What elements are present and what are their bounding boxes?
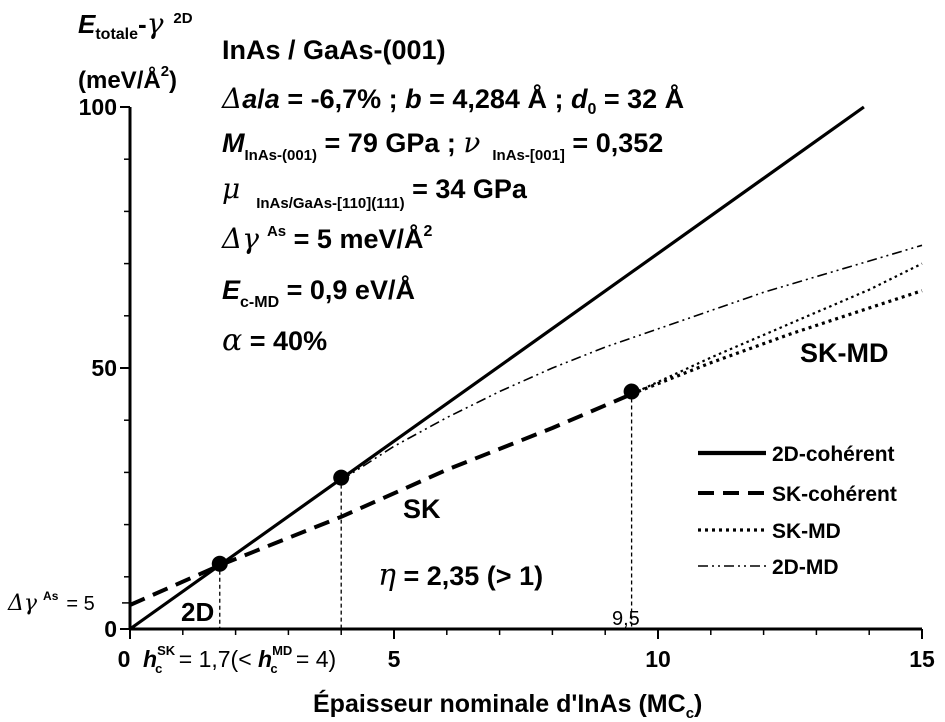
x-axis-label: Épaisseur nominale d'InAs (MCc) [313,689,702,722]
y-unit-end: ) [169,67,177,94]
legend-label: SK-cohérent [772,483,897,506]
series-line [129,392,633,607]
series-line [340,244,923,481]
y-extra-sup: As [43,589,59,603]
x-tick-label: 0 [118,646,131,672]
data-marker [211,555,228,572]
y-tick-label: 100 [79,94,117,120]
y-extra-gamma: Δγ [7,591,38,616]
series-line [631,289,923,396]
info-line3: MInAs-(001) = 79 GPa ; ν InAs-[001] = 0,3… [222,126,663,164]
annotation-eta: η = 2,35 (> 1) [378,558,543,593]
data-marker [623,383,640,400]
y-axis-label-line2: (meV/Å2) [78,63,177,94]
series-line [129,105,865,631]
y-label-E: E [78,9,96,39]
info-line6: Ec-MD = 0,9 eV/Å [222,274,415,311]
y-tick-label: 50 [91,355,117,381]
annotation-hc: hSK c = 1,7(< hMD c = 4) [143,643,336,676]
x-tick-label: 15 [909,646,935,672]
info-line2: Δa/a = -6,7% ; b = 4,284 Å ; d0 = 32 Å [221,82,684,118]
legend-label: SK-MD [772,520,841,543]
y-extra-text: = 5 [66,593,94,615]
y-label-gamma: γ [147,7,164,40]
y-axis-label-line1: Etotale-γ 2D [78,7,193,43]
y-label-dash: - [138,9,147,39]
x-tick-label: 10 [645,646,671,672]
y-tick-label: 0 [104,616,117,642]
annotation-x95: 9,5 [612,608,640,630]
y-unit-main: (meV/Å [78,66,161,94]
info-line5: Δγ As = 5 meV/Å2 [221,222,432,255]
x-tick-label: 5 [388,646,401,672]
info-line7: α = 40% [222,323,327,358]
y-extra-label: Δγ As = 5 [7,589,95,616]
y-label-sup: 2D [173,10,192,27]
annotation-sk: SK [403,494,441,524]
annotation-sk-md: SK-MD [800,338,889,368]
annotation-2d: 2D [181,597,214,627]
y-label-E-sub: totale [95,26,138,43]
legend-label: 2D-MD [772,556,839,579]
series-line [631,262,923,396]
y-unit-sup: 2 [161,63,169,80]
data-marker [333,469,350,486]
legend-label: 2D-cohérent [772,443,895,466]
info-line4: μ InAs/GaAs-[110](111) = 34 GPa [222,172,528,212]
legend: 2D-cohérent SK-cohérent SK-MD 2D-MD [698,443,897,579]
info-line1: InAs / GaAs-(001) [222,35,446,65]
